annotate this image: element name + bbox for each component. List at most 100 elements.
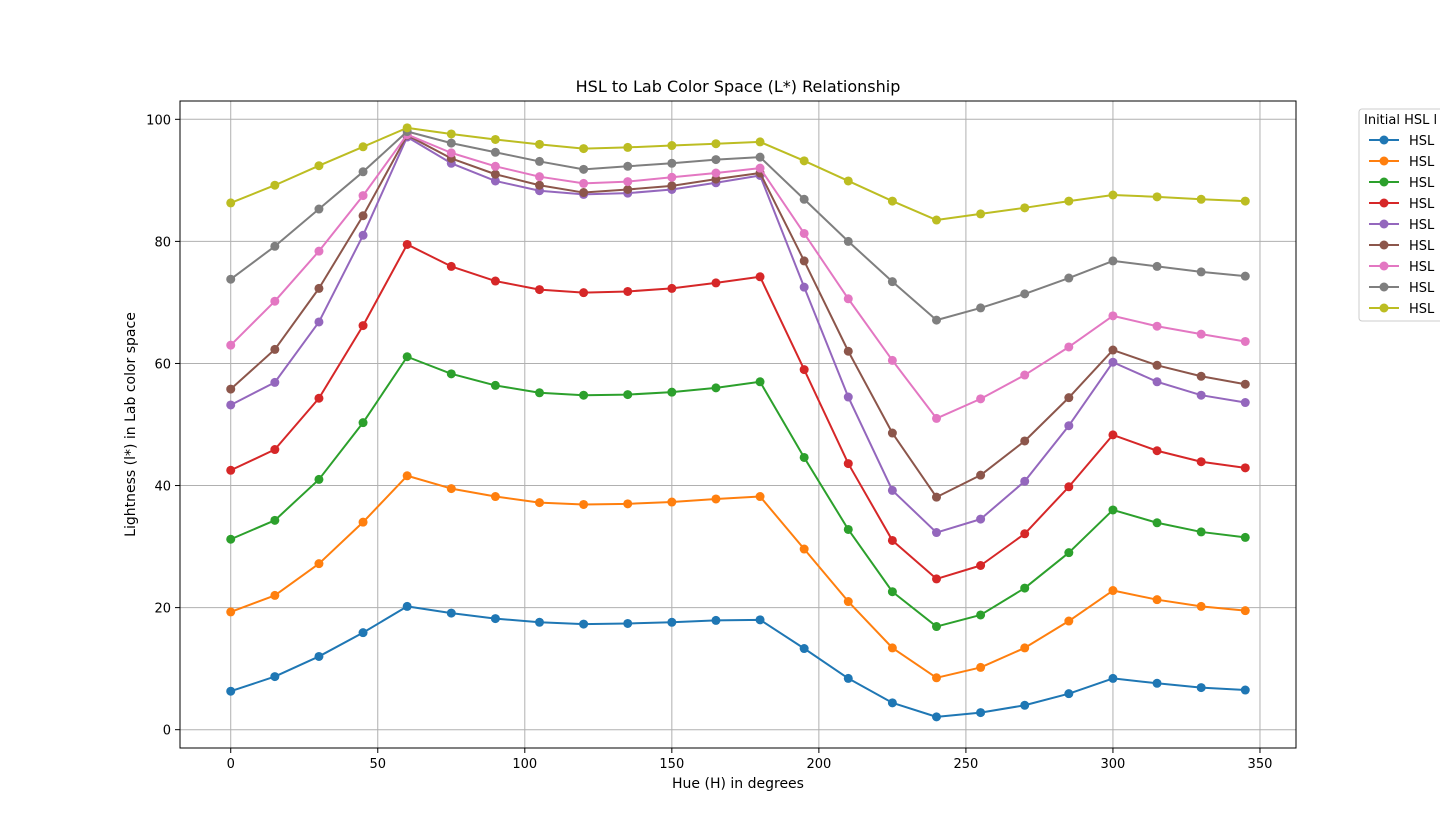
data-point bbox=[1108, 430, 1118, 440]
legend-label: HSL bbox=[1409, 134, 1435, 149]
legend-entry: HSL bbox=[1369, 281, 1435, 296]
data-point bbox=[1196, 194, 1206, 204]
x-tick-label: 350 bbox=[1248, 757, 1273, 772]
data-point bbox=[843, 673, 853, 683]
data-point bbox=[490, 169, 500, 179]
data-point bbox=[1108, 586, 1118, 596]
data-point bbox=[402, 239, 412, 249]
data-point bbox=[490, 614, 500, 624]
data-point bbox=[490, 276, 500, 286]
data-point bbox=[1064, 548, 1074, 558]
data-point bbox=[1152, 192, 1162, 202]
legend-marker bbox=[1379, 219, 1389, 229]
data-point bbox=[1240, 606, 1250, 616]
data-point bbox=[931, 492, 941, 502]
data-point bbox=[358, 142, 368, 152]
y-tick-label: 0 bbox=[163, 724, 171, 739]
data-point bbox=[799, 194, 809, 204]
data-point bbox=[1020, 370, 1030, 380]
data-point bbox=[1064, 273, 1074, 283]
data-point bbox=[1064, 689, 1074, 699]
data-point bbox=[1196, 601, 1206, 611]
legend-label: HSL bbox=[1409, 260, 1435, 275]
data-point bbox=[976, 708, 986, 718]
legend-label: HSL bbox=[1409, 197, 1435, 212]
data-point bbox=[1240, 379, 1250, 389]
series-line bbox=[230, 243, 1246, 580]
data-point bbox=[1020, 436, 1030, 446]
data-point bbox=[667, 181, 677, 191]
data-point bbox=[1240, 532, 1250, 542]
data-point bbox=[1064, 482, 1074, 492]
data-point bbox=[1152, 595, 1162, 605]
data-point bbox=[843, 524, 853, 534]
data-point bbox=[446, 484, 456, 494]
data-point bbox=[490, 380, 500, 390]
data-point bbox=[358, 628, 368, 638]
legend-marker bbox=[1379, 198, 1389, 208]
data-point bbox=[1020, 583, 1030, 593]
data-point bbox=[623, 618, 633, 628]
data-point bbox=[667, 617, 677, 627]
data-point bbox=[1108, 357, 1118, 367]
data-point bbox=[755, 377, 765, 387]
data-point bbox=[1240, 336, 1250, 346]
data-point bbox=[799, 228, 809, 238]
data-point bbox=[490, 161, 500, 171]
data-point bbox=[1108, 190, 1118, 200]
data-point bbox=[1152, 678, 1162, 688]
legend-entry: HSL bbox=[1369, 302, 1435, 317]
y-axis-label: Lightness (l*) in Lab color space bbox=[123, 312, 139, 537]
legend-marker bbox=[1379, 177, 1389, 187]
data-point bbox=[535, 285, 545, 295]
data-point bbox=[314, 161, 324, 171]
data-point bbox=[623, 161, 633, 171]
data-point bbox=[1108, 311, 1118, 321]
data-point bbox=[226, 686, 236, 696]
y-tick-label: 20 bbox=[154, 602, 171, 617]
data-point bbox=[887, 698, 897, 708]
data-point bbox=[1152, 446, 1162, 456]
data-point bbox=[799, 365, 809, 375]
data-point bbox=[270, 672, 280, 682]
data-point bbox=[1108, 256, 1118, 266]
data-point bbox=[535, 388, 545, 398]
data-point bbox=[314, 559, 324, 569]
data-point bbox=[490, 492, 500, 502]
data-point bbox=[1064, 196, 1074, 206]
data-point bbox=[1064, 342, 1074, 352]
data-point bbox=[1196, 457, 1206, 467]
data-point bbox=[667, 141, 677, 151]
data-point bbox=[535, 617, 545, 627]
data-point bbox=[799, 452, 809, 462]
legend-label: HSL bbox=[1409, 239, 1435, 254]
data-point bbox=[755, 615, 765, 625]
series-1 bbox=[226, 601, 1250, 722]
legend-entry: HSL bbox=[1369, 134, 1435, 149]
data-point bbox=[270, 377, 280, 387]
data-point bbox=[887, 196, 897, 206]
data-point bbox=[579, 619, 589, 629]
data-point bbox=[887, 355, 897, 365]
data-point bbox=[535, 156, 545, 166]
data-point bbox=[1108, 505, 1118, 515]
data-point bbox=[623, 177, 633, 187]
data-point bbox=[270, 344, 280, 354]
data-point bbox=[931, 413, 941, 423]
data-point bbox=[755, 492, 765, 502]
data-point bbox=[623, 286, 633, 296]
data-point bbox=[711, 278, 721, 288]
data-point bbox=[226, 607, 236, 617]
legend-marker bbox=[1379, 303, 1389, 313]
data-point bbox=[490, 147, 500, 157]
data-point bbox=[623, 499, 633, 509]
data-point bbox=[1152, 360, 1162, 370]
x-tick-label: 0 bbox=[227, 757, 235, 772]
data-point bbox=[579, 390, 589, 400]
series-line bbox=[230, 130, 1246, 322]
data-point bbox=[446, 138, 456, 148]
data-point bbox=[976, 610, 986, 620]
series-line bbox=[230, 355, 1246, 628]
data-point bbox=[799, 156, 809, 166]
